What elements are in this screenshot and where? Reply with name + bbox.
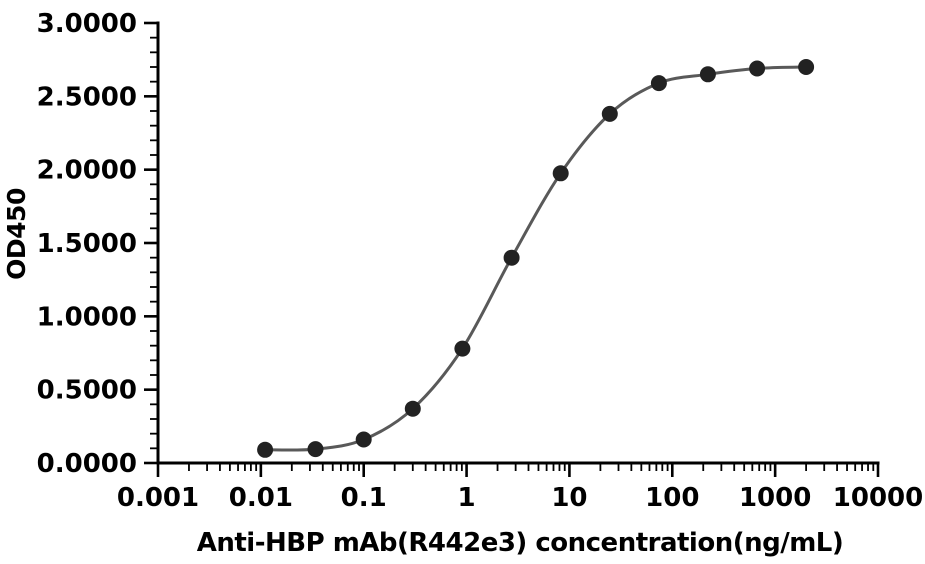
- x-axis-title: Anti-HBP mAb(R442e3) concentration(ng/mL…: [197, 528, 844, 558]
- y-tick-label: 2.0000: [37, 156, 137, 186]
- y-tick-label: 1.5000: [37, 229, 137, 259]
- x-tick-label: 1: [458, 483, 476, 513]
- x-tick-label: 10000: [833, 483, 923, 513]
- data-point: [307, 441, 324, 458]
- data-point: [503, 249, 520, 266]
- x-tick-label: 0.01: [229, 483, 293, 513]
- x-tick-label: 100: [645, 483, 699, 513]
- y-tick-label: 2.5000: [37, 82, 137, 112]
- dose-response-curve: [265, 65, 807, 452]
- data-point: [650, 75, 667, 92]
- x-tick-label: 0.001: [117, 483, 199, 513]
- data-point: [257, 441, 274, 458]
- x-tick-label: 10: [551, 483, 587, 513]
- data-point: [601, 105, 618, 122]
- data-point: [699, 66, 716, 83]
- y-tick-label: 1.0000: [37, 302, 137, 332]
- y-tick-label: 0.5000: [37, 376, 137, 406]
- x-tick-label: 0.1: [341, 483, 387, 513]
- data-point: [355, 431, 372, 448]
- x-tick-label: 1000: [739, 483, 811, 513]
- data-point: [798, 59, 815, 75]
- y-tick-label: 3.0000: [37, 9, 137, 39]
- data-point: [454, 340, 471, 357]
- y-tick-label: 0.0000: [37, 449, 137, 479]
- data-point: [749, 60, 766, 77]
- data-point: [552, 165, 569, 182]
- y-axis-title: OD450: [2, 188, 31, 280]
- data-point: [404, 400, 421, 417]
